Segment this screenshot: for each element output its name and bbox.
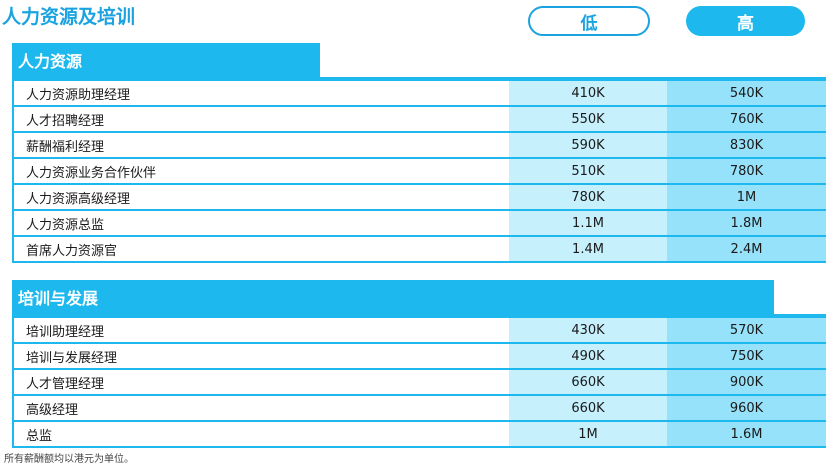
low-salary: 1M	[509, 422, 667, 446]
section-divider	[12, 314, 826, 318]
high-salary: 780K	[667, 159, 826, 183]
table-row: 人力资源助理经理 410K 540K	[12, 81, 826, 107]
footnote: 所有薪酬额均以港元为单位。	[4, 454, 134, 465]
column-header-high: 高	[686, 6, 805, 36]
high-salary: 1.8M	[667, 211, 826, 235]
high-salary: 960K	[667, 396, 826, 420]
table-row: 高级经理 660K 960K	[12, 396, 826, 422]
role-label: 薪酬福利经理	[12, 133, 509, 157]
role-label: 人才管理经理	[12, 370, 509, 394]
column-header-low: 低	[528, 6, 650, 36]
low-salary: 430K	[509, 318, 667, 342]
low-salary: 510K	[509, 159, 667, 183]
table-row: 首席人力资源官 1.4M 2.4M	[12, 237, 826, 263]
low-salary: 1.4M	[509, 237, 667, 261]
role-label: 人力资源助理经理	[12, 81, 509, 105]
table-row: 培训与发展经理 490K 750K	[12, 344, 826, 370]
role-label: 人力资源总监	[12, 211, 509, 235]
role-label: 首席人力资源官	[12, 237, 509, 261]
role-label: 高级经理	[12, 396, 509, 420]
table-row: 人力资源高级经理 780K 1M	[12, 185, 826, 211]
table-row: 总监 1M 1.6M	[12, 422, 826, 448]
table-row: 培训助理经理 430K 570K	[12, 318, 826, 344]
salary-table: 培训助理经理 430K 570K 培训与发展经理 490K 750K 人才管理经理 660K 9…	[12, 318, 826, 448]
role-label: 人力资源业务合作伙伴	[12, 159, 509, 183]
low-salary: 590K	[509, 133, 667, 157]
high-salary: 830K	[667, 133, 826, 157]
table-row: 人力资源业务合作伙伴 510K 780K	[12, 159, 826, 185]
low-salary: 1.1M	[509, 211, 667, 235]
role-label: 总监	[12, 422, 509, 446]
role-label: 人才招聘经理	[12, 107, 509, 131]
section-hr: 人力资源 人力资源助理经理 410K 540K 人才招聘经理 550K 760K 薪酬福利经…	[12, 43, 826, 263]
role-label: 人力资源高级经理	[12, 185, 509, 209]
high-salary: 1.6M	[667, 422, 826, 446]
high-salary: 570K	[667, 318, 826, 342]
table-row: 人力资源总监 1.1M 1.8M	[12, 211, 826, 237]
page-title: 人力资源及培训	[2, 6, 136, 28]
high-salary: 1M	[667, 185, 826, 209]
low-salary: 660K	[509, 370, 667, 394]
table-row: 人才招聘经理 550K 760K	[12, 107, 826, 133]
role-label: 培训与发展经理	[12, 344, 509, 368]
table-row: 薪酬福利经理 590K 830K	[12, 133, 826, 159]
section-training: 培训与发展 培训助理经理 430K 570K 培训与发展经理 490K 750K 人才管理经…	[12, 280, 826, 448]
high-salary: 750K	[667, 344, 826, 368]
section-title: 培训与发展	[12, 280, 774, 314]
low-salary: 780K	[509, 185, 667, 209]
high-salary: 900K	[667, 370, 826, 394]
table-row: 人才管理经理 660K 900K	[12, 370, 826, 396]
role-label: 培训助理经理	[12, 318, 509, 342]
section-title: 人力资源	[12, 43, 320, 77]
low-salary: 410K	[509, 81, 667, 105]
salary-table: 人力资源助理经理 410K 540K 人才招聘经理 550K 760K 薪酬福利经理 590K…	[12, 81, 826, 263]
low-salary: 660K	[509, 396, 667, 420]
high-salary: 2.4M	[667, 237, 826, 261]
high-salary: 540K	[667, 81, 826, 105]
low-salary: 550K	[509, 107, 667, 131]
high-salary: 760K	[667, 107, 826, 131]
section-divider	[12, 77, 826, 81]
low-salary: 490K	[509, 344, 667, 368]
